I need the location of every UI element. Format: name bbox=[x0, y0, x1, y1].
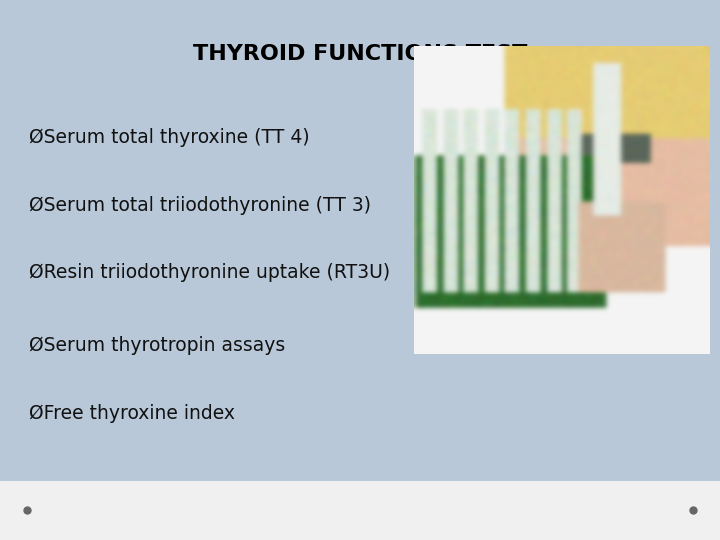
Text: THYROID FUNCTIONS TEST: THYROID FUNCTIONS TEST bbox=[193, 44, 527, 64]
Text: ØSerum total thyroxine (TT 4): ØSerum total thyroxine (TT 4) bbox=[29, 128, 310, 147]
Text: ØSerum total triiodothyronine (TT 3): ØSerum total triiodothyronine (TT 3) bbox=[29, 195, 371, 215]
Text: ØResin triiodothyronine uptake (RT3U): ØResin triiodothyronine uptake (RT3U) bbox=[29, 263, 390, 282]
Text: ØSerum thyrotropin assays: ØSerum thyrotropin assays bbox=[29, 336, 285, 355]
Bar bbox=[0, 481, 720, 540]
Text: ØFree thyroxine index: ØFree thyroxine index bbox=[29, 403, 235, 423]
